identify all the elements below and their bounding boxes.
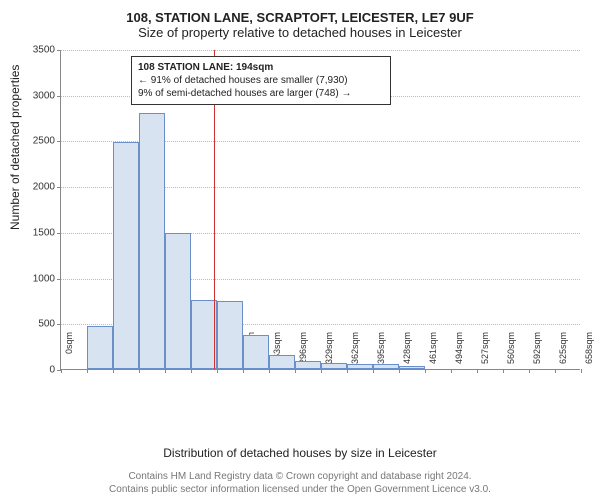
xtick-mark (477, 369, 478, 373)
histogram-bar (217, 301, 243, 369)
histogram-bar (139, 113, 165, 369)
chart-container: 05001000150020002500300035000sqm33sqm66s… (60, 50, 580, 410)
ytick-mark (57, 96, 61, 97)
histogram-bar (113, 142, 139, 369)
ytick-label: 1500 (25, 227, 55, 238)
xtick-mark (243, 369, 244, 373)
page-subtitle: Size of property relative to detached ho… (0, 25, 600, 44)
ytick-mark (57, 187, 61, 188)
xtick-label: 592sqm (532, 332, 542, 372)
xtick-mark (529, 369, 530, 373)
gridline (61, 50, 580, 51)
histogram-bar (165, 233, 191, 369)
ytick-mark (57, 50, 61, 51)
xtick-label: 461sqm (428, 332, 438, 372)
xtick-mark (295, 369, 296, 373)
ytick-mark (57, 141, 61, 142)
xtick-mark (113, 369, 114, 373)
ytick-label: 500 (25, 319, 55, 330)
ytick-label: 2500 (25, 136, 55, 147)
ytick-label: 1000 (25, 273, 55, 284)
xtick-mark (191, 369, 192, 373)
xtick-label: 560sqm (506, 332, 516, 372)
histogram-bar (295, 361, 321, 369)
annotation-line-2: 9% of semi-detached houses are larger (7… (138, 87, 384, 100)
xtick-mark (399, 369, 400, 373)
histogram-bar (87, 326, 113, 369)
xtick-label: 527sqm (480, 332, 490, 372)
annotation-line-1: ← 91% of detached houses are smaller (7,… (138, 74, 384, 87)
histogram-bar (399, 366, 425, 369)
xtick-mark (165, 369, 166, 373)
ytick-label: 2000 (25, 182, 55, 193)
annotation-box: 108 STATION LANE: 194sqm ← 91% of detach… (131, 56, 391, 105)
xtick-mark (269, 369, 270, 373)
footer-line-1: Contains HM Land Registry data © Crown c… (0, 470, 600, 483)
histogram-bar (321, 363, 347, 369)
ytick-label: 0 (25, 365, 55, 376)
histogram-bar (191, 300, 217, 369)
xtick-mark (139, 369, 140, 373)
xtick-mark (425, 369, 426, 373)
xtick-label: 625sqm (558, 332, 568, 372)
plot-area: 05001000150020002500300035000sqm33sqm66s… (60, 50, 580, 370)
xtick-mark (61, 369, 62, 373)
ytick-label: 3500 (25, 45, 55, 56)
ytick-label: 3000 (25, 90, 55, 101)
page-title-address: 108, STATION LANE, SCRAPTOFT, LEICESTER,… (0, 0, 600, 25)
footer: Contains HM Land Registry data © Crown c… (0, 470, 600, 496)
ytick-mark (57, 233, 61, 234)
y-axis-label: Number of detached properties (8, 65, 22, 230)
ytick-mark (57, 324, 61, 325)
xtick-label: 0sqm (64, 332, 74, 372)
xtick-mark (503, 369, 504, 373)
xtick-mark (321, 369, 322, 373)
xtick-mark (555, 369, 556, 373)
histogram-bar (269, 355, 295, 369)
xtick-mark (451, 369, 452, 373)
ytick-mark (57, 279, 61, 280)
xtick-mark (347, 369, 348, 373)
histogram-bar (347, 364, 373, 369)
xtick-mark (217, 369, 218, 373)
annotation-title: 108 STATION LANE: 194sqm (138, 61, 384, 74)
histogram-bar (243, 335, 269, 369)
histogram-bar (373, 364, 399, 369)
xtick-mark (87, 369, 88, 373)
xtick-label: 658sqm (584, 332, 594, 372)
xtick-mark (581, 369, 582, 373)
xtick-label: 494sqm (454, 332, 464, 372)
xtick-mark (373, 369, 374, 373)
x-axis-label: Distribution of detached houses by size … (0, 446, 600, 460)
footer-line-2: Contains public sector information licen… (0, 483, 600, 496)
